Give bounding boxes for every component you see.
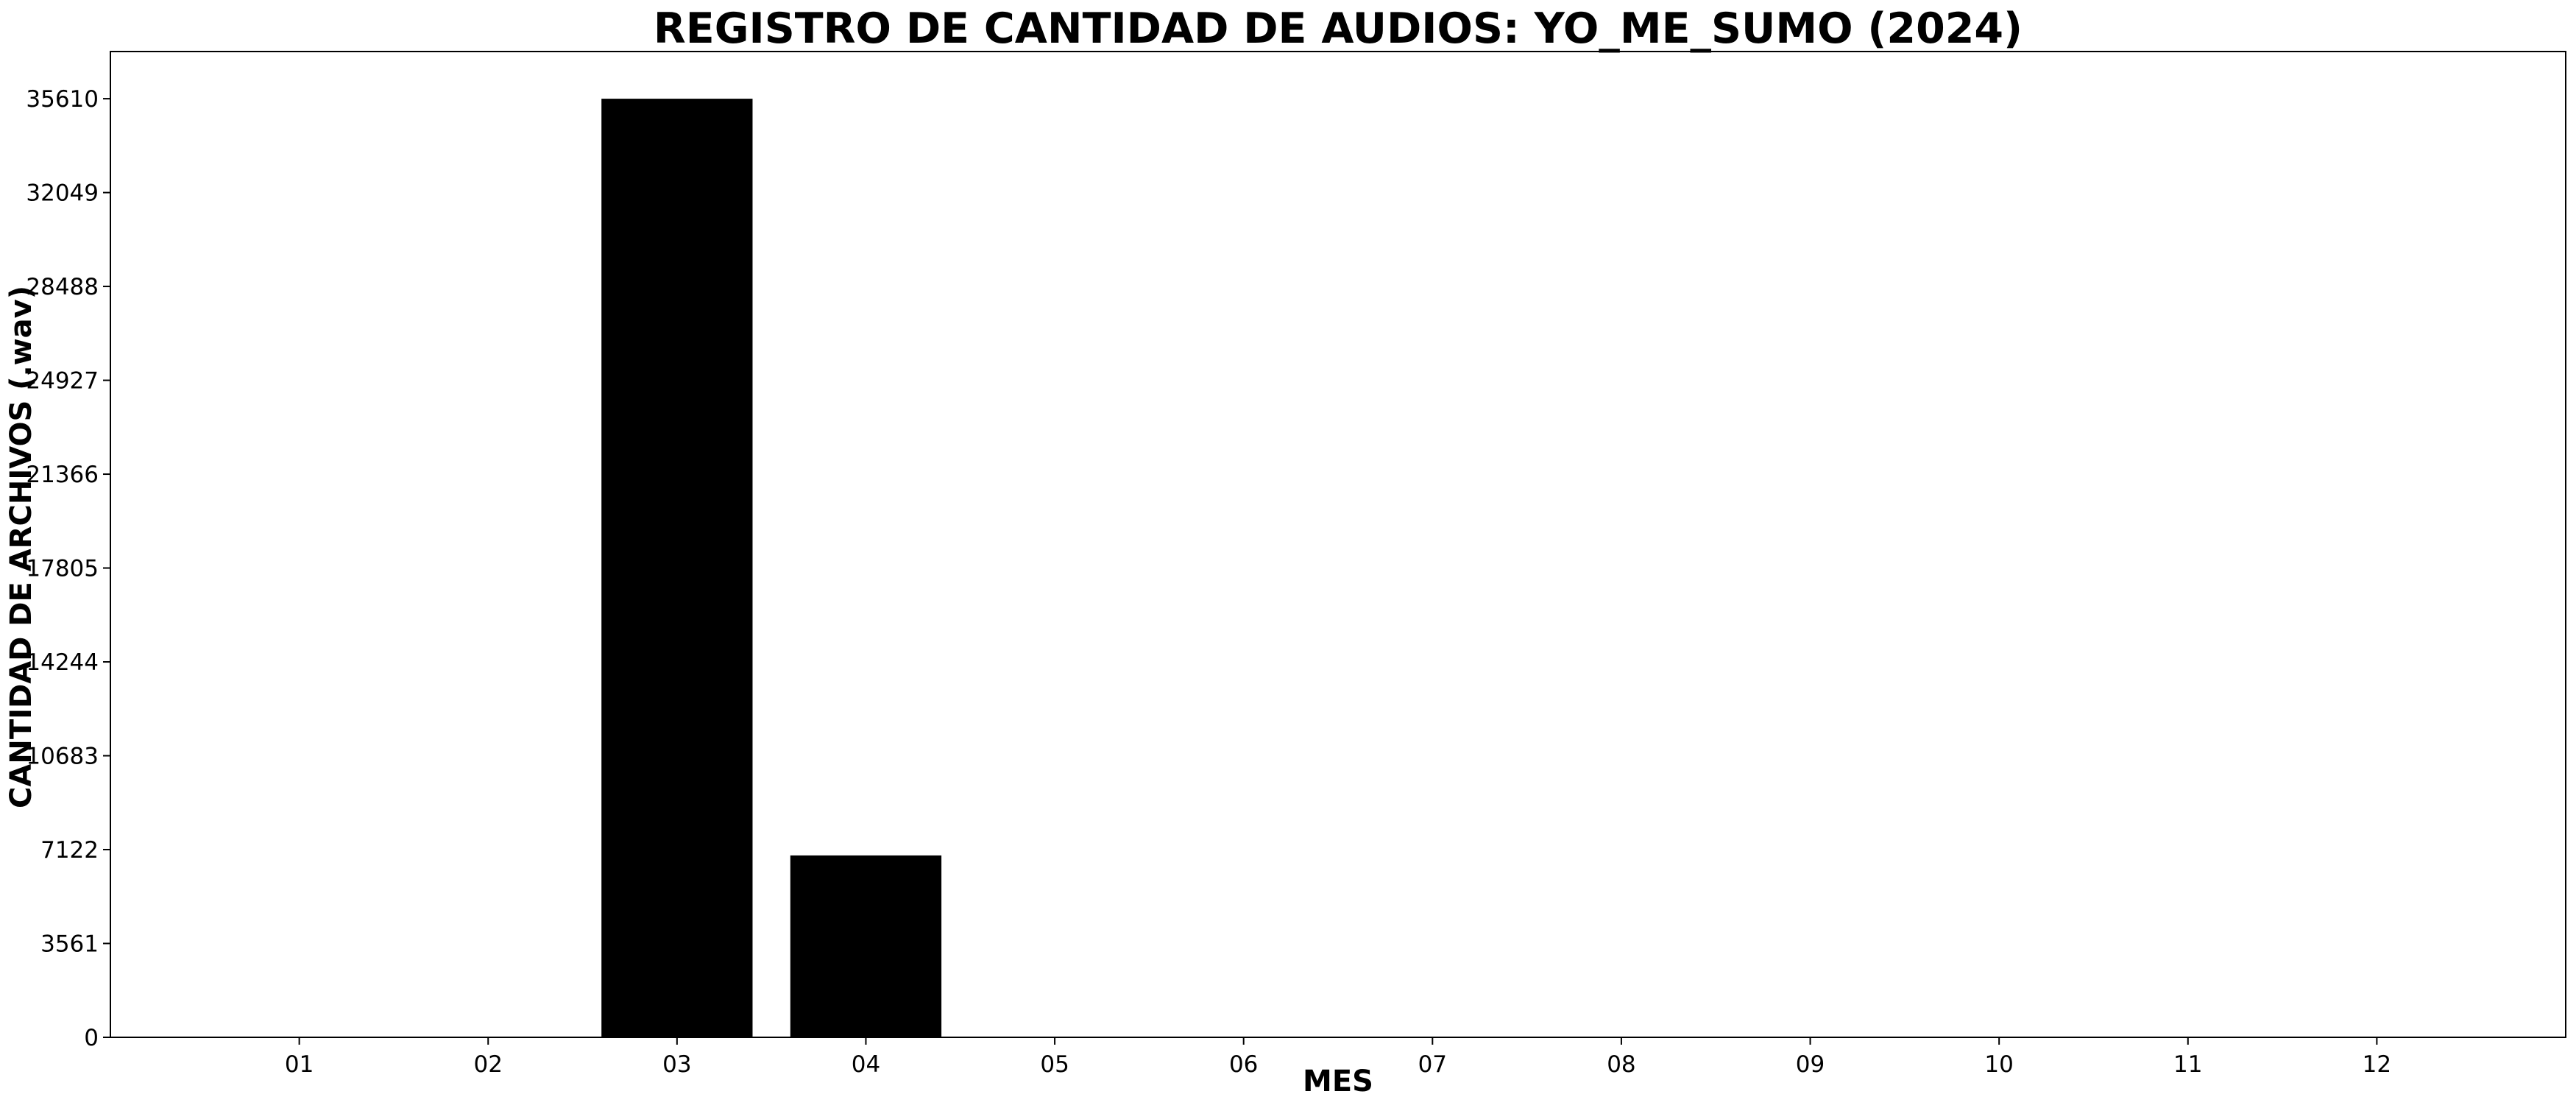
x-tick-label: 07 xyxy=(1418,1051,1447,1078)
y-tick-label: 7122 xyxy=(40,837,99,864)
x-tick-label: 06 xyxy=(1229,1051,1258,1078)
x-tick-label: 11 xyxy=(2173,1051,2202,1078)
y-tick-label: 24927 xyxy=(26,368,99,395)
y-axis-label: CANTIDAD DE ARCHIVOS (.wav) xyxy=(4,286,38,808)
y-tick-label: 21366 xyxy=(26,462,99,488)
x-tick-label: 10 xyxy=(1984,1051,2013,1078)
x-tick-label: 01 xyxy=(285,1051,314,1078)
bar-03 xyxy=(601,99,753,1038)
x-tick-label: 03 xyxy=(662,1051,691,1078)
x-tick-label: 08 xyxy=(1607,1051,1635,1078)
x-axis-label: MES xyxy=(1303,1065,1373,1098)
y-tick-label: 28488 xyxy=(26,274,99,300)
x-tick-label: 12 xyxy=(2363,1051,2391,1078)
plot-frame xyxy=(110,51,2566,1038)
axis-ticks: 01 02 03 04 05 06 07 08 09 10 11 12 0 3561 7122 10683 14… xyxy=(26,86,2391,1078)
bars xyxy=(601,99,942,1038)
x-tick-label: 02 xyxy=(474,1051,503,1078)
chart-title: REGISTRO DE CANTIDAD DE AUDIOS: YO_ME_SU… xyxy=(654,4,2023,53)
y-tick-label: 3561 xyxy=(40,931,99,958)
y-tick-label: 32049 xyxy=(26,180,99,207)
bar-04 xyxy=(790,855,942,1037)
x-tick-label: 09 xyxy=(1796,1051,1825,1078)
x-tick-label: 04 xyxy=(852,1051,880,1078)
y-tick-label: 0 xyxy=(84,1025,99,1051)
y-tick-label: 17805 xyxy=(26,556,99,582)
y-tick-label: 10683 xyxy=(26,744,99,770)
y-tick-label: 35610 xyxy=(26,86,99,113)
y-tick-label: 14244 xyxy=(26,649,99,676)
x-tick-label: 05 xyxy=(1040,1051,1069,1078)
